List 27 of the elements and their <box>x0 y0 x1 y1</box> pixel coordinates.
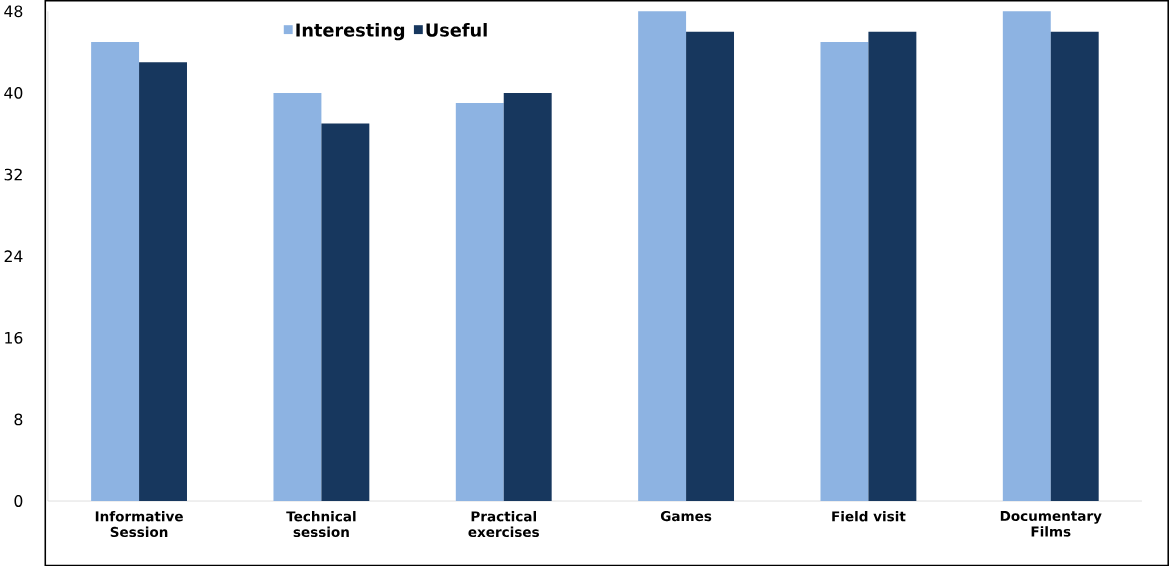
x-tick-label: Games <box>660 510 712 522</box>
y-tick-label: 24 <box>4 250 23 262</box>
bar <box>503 92 552 501</box>
x-tick-label: Technical session <box>286 510 356 537</box>
y-tick-label: 48 <box>4 5 23 18</box>
bar <box>1002 11 1051 501</box>
y-tick-label: 0 <box>14 494 23 507</box>
bar <box>321 123 370 501</box>
y-tick-label: 40 <box>4 86 23 99</box>
bar <box>273 92 322 501</box>
legend-label: Interesting <box>296 22 405 41</box>
x-tick-label: Field visit <box>832 510 906 522</box>
x-tick-label: Informative Session <box>95 510 183 537</box>
x-tick-label: Practical exercises <box>468 510 539 537</box>
legend-label: Useful <box>426 22 487 37</box>
bar <box>91 41 140 501</box>
bar <box>455 102 504 501</box>
bar <box>686 31 735 501</box>
bar <box>638 11 687 501</box>
bar <box>139 62 187 501</box>
bar <box>820 41 869 501</box>
y-tick-label: 16 <box>5 331 23 344</box>
bar <box>868 31 917 501</box>
y-tick-label: 8 <box>14 413 23 426</box>
y-tick-label: 32 <box>4 168 22 181</box>
bar <box>1050 31 1099 501</box>
x-tick-label: Documentary Films <box>1000 510 1102 537</box>
